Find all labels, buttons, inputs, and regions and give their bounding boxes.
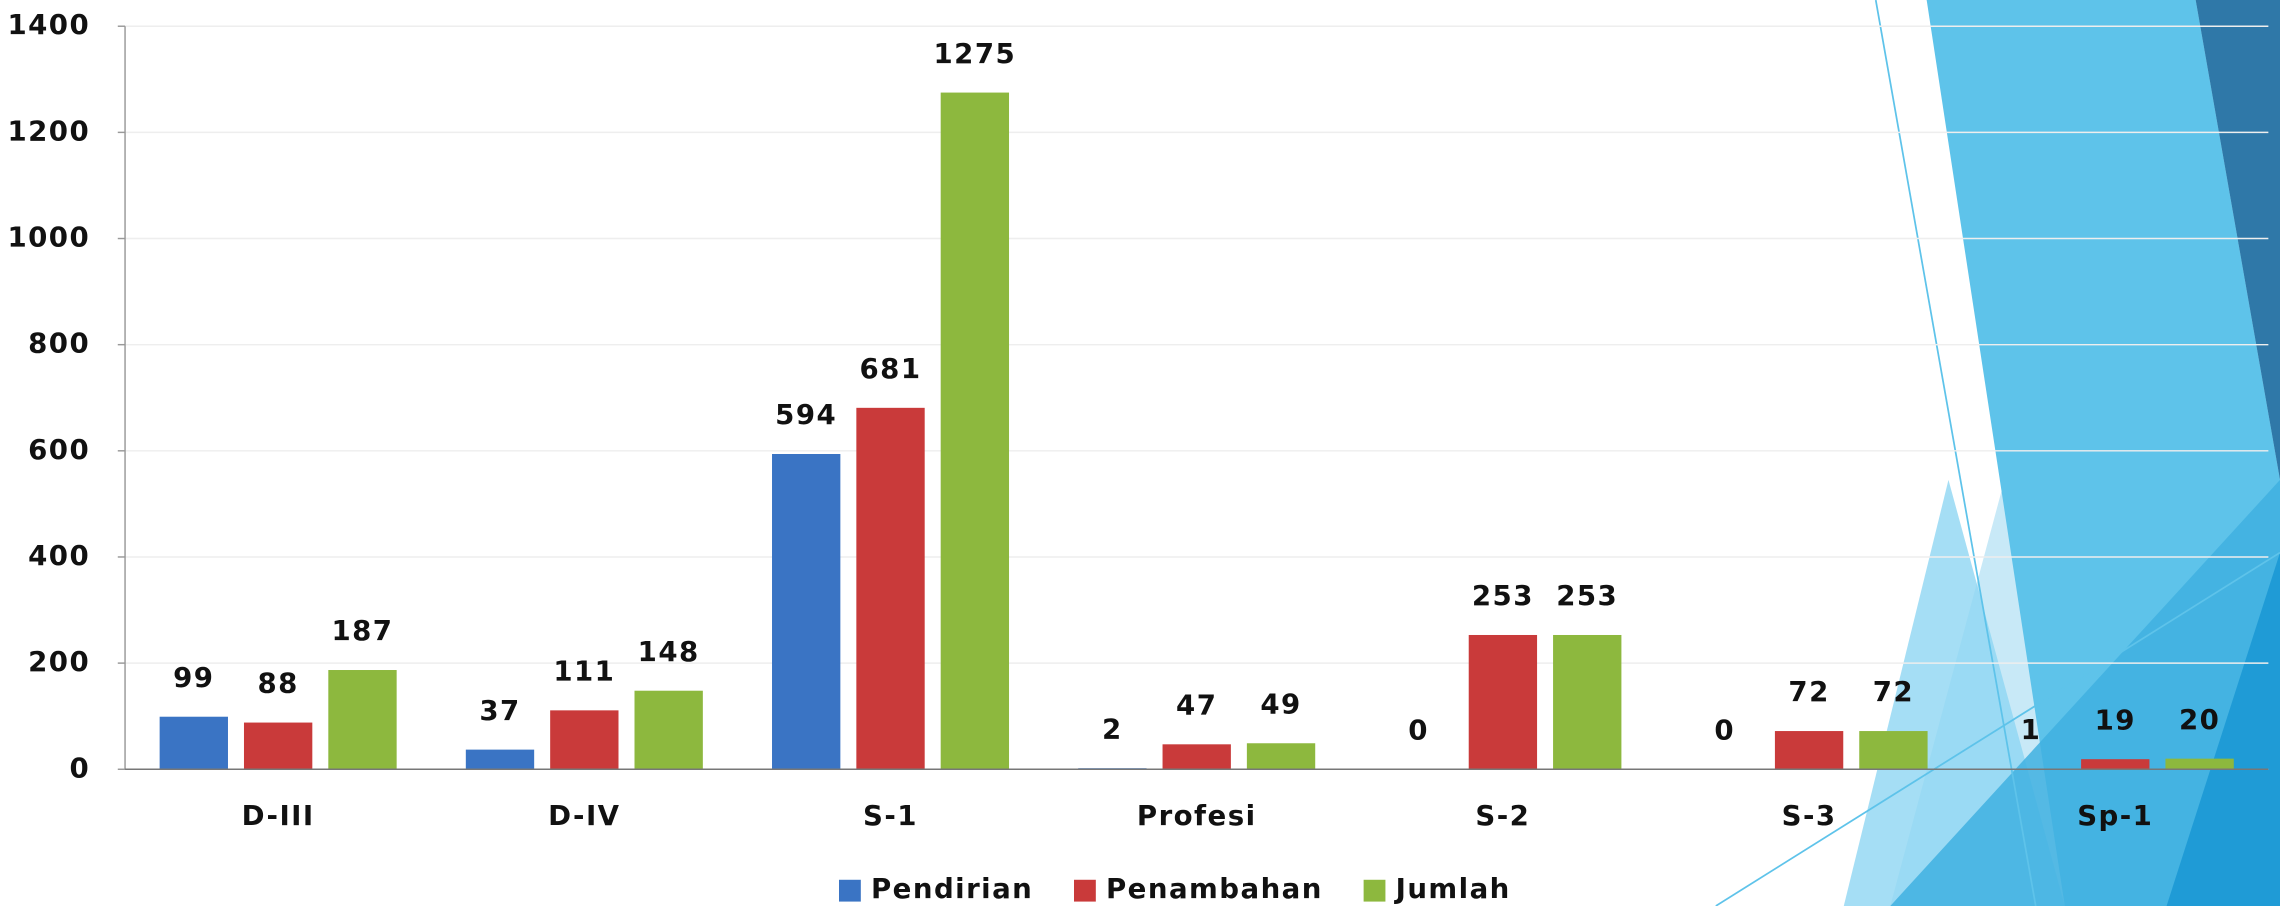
- bar: [634, 690, 703, 770]
- bar: [940, 92, 1010, 770]
- bar: [2165, 758, 2234, 770]
- y-tick-label: 200: [28, 645, 90, 678]
- legend-label: Pendirian: [871, 872, 1033, 905]
- x-tick-label: Profesi: [1137, 799, 1257, 832]
- bar: [465, 749, 535, 770]
- data-label: 0: [1714, 713, 1735, 746]
- bar: [1553, 634, 1622, 770]
- y-tick-label: 1000: [7, 221, 90, 254]
- data-label: 49: [1260, 687, 1301, 720]
- data-label: 148: [638, 635, 700, 668]
- data-label: 47: [1176, 689, 1217, 722]
- data-label: 681: [860, 352, 922, 385]
- x-tick-label: S-3: [1782, 799, 1837, 832]
- bar: [1774, 731, 1844, 770]
- bar: [2081, 759, 2150, 770]
- data-label: 20: [2179, 703, 2220, 736]
- data-label: 2: [1102, 712, 1123, 745]
- data-label: 37: [479, 694, 520, 727]
- data-label: 253: [1472, 579, 1534, 612]
- bar: [856, 407, 925, 770]
- legend: Pendirian Penambahan Jumlah: [839, 872, 1511, 905]
- data-label: 99: [173, 661, 214, 694]
- x-tick-label: S-2: [1475, 799, 1530, 832]
- bar: [1246, 743, 1316, 770]
- bar: [159, 716, 228, 770]
- bar: [328, 670, 397, 770]
- x-tick-label: D-IV: [548, 799, 620, 832]
- data-label: 111: [553, 655, 615, 688]
- bar: [550, 710, 619, 770]
- bar: [1468, 634, 1538, 770]
- y-tick-label: 600: [28, 433, 90, 466]
- background-decoration: [1715, 0, 2280, 906]
- legend-swatch: [1363, 879, 1386, 902]
- y-tick-label: 1200: [7, 114, 90, 147]
- marks: D-III 99 88 187 D-IV 37 111 148 S-1 594 681 1275 Pro…: [159, 37, 2234, 832]
- data-label: 19: [2095, 703, 2136, 736]
- data-label: 1: [2021, 713, 2042, 746]
- x-tick-label: D-III: [242, 799, 315, 832]
- x-tick-label: Sp-1: [2077, 799, 2153, 832]
- bar: [243, 722, 313, 770]
- data-label: 72: [1788, 675, 1829, 708]
- bar: [1859, 731, 1928, 770]
- legend-swatch: [1074, 879, 1096, 902]
- data-label: 1275: [934, 37, 1017, 70]
- data-label: 72: [1873, 675, 1914, 708]
- bar: [1162, 744, 1231, 770]
- legend-label: Jumlah: [1394, 872, 1511, 905]
- y-tick-label: 400: [28, 539, 90, 572]
- y-tick-label: 0: [69, 751, 90, 784]
- data-label: 594: [775, 398, 837, 431]
- y-tick-label: 1400: [7, 8, 90, 41]
- legend-label: Penambahan: [1106, 872, 1323, 905]
- data-label: 88: [257, 667, 298, 700]
- bar: [772, 454, 841, 770]
- data-label: 253: [1556, 579, 1618, 612]
- y-tick-label: 800: [28, 327, 90, 360]
- legend-swatch: [839, 879, 861, 902]
- data-label: 187: [331, 614, 393, 647]
- data-label: 0: [1408, 713, 1429, 746]
- x-tick-label: S-1: [863, 799, 918, 832]
